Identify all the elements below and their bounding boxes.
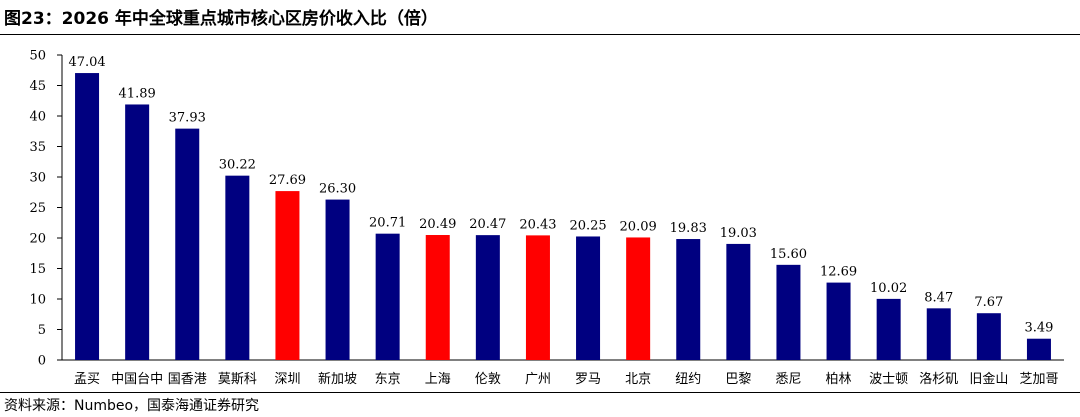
bar-5	[275, 191, 300, 360]
y-tick-label: 0	[38, 354, 46, 369]
bar-17	[876, 298, 901, 360]
source-note: 资料来源：Numbeo，国泰海通证券研究	[4, 398, 260, 414]
category-label: 国香港	[168, 372, 207, 387]
bar-11	[576, 236, 601, 360]
value-labels: 47.04 41.89 37.93 30.22 27.69 26.30 20.71 20.49…	[68, 55, 1053, 336]
value-label: 7.67	[974, 295, 1003, 310]
bar-15	[776, 264, 801, 360]
value-label: 15.60	[770, 247, 807, 262]
value-label: 41.89	[119, 86, 156, 101]
category-label: 孟买	[74, 372, 100, 387]
category-label: 北京	[625, 372, 651, 387]
bar-8	[425, 235, 450, 360]
value-label: 20.71	[369, 216, 406, 231]
value-label: 27.69	[269, 173, 306, 188]
category-label: 上海	[425, 372, 451, 387]
bar-2	[125, 104, 150, 360]
value-label: 20.43	[519, 217, 556, 232]
value-label: 20.09	[620, 219, 657, 234]
x-axis-labels: 孟买 中国台中 国香港 莫斯科 深圳 新加坡 东京 上海 伦敦 广州 罗马 北京 纽约 巴黎 悉尼 柏林 波士顿…	[74, 371, 1058, 387]
category-label: 莫斯科	[218, 372, 257, 387]
value-label: 19.83	[670, 221, 707, 236]
bar-1	[75, 73, 100, 360]
y-tick-label: 25	[29, 201, 46, 216]
footer-divider	[0, 392, 1080, 393]
bar-10	[525, 235, 550, 360]
title-divider	[0, 34, 1080, 35]
y-tick-label: 40	[29, 110, 46, 125]
value-label: 20.49	[419, 217, 456, 232]
y-tick-label: 45	[29, 79, 46, 94]
y-tick-label: 30	[29, 171, 46, 186]
value-label: 20.25	[569, 218, 606, 233]
bar-3	[175, 128, 200, 360]
y-tick-label: 20	[29, 232, 46, 247]
category-label: 东京	[375, 372, 401, 387]
y-tick-label: 15	[29, 262, 46, 277]
bar-9	[475, 235, 500, 360]
value-label: 37.93	[169, 111, 206, 126]
category-label: 罗马	[575, 372, 601, 387]
category-label: 深圳	[274, 372, 300, 387]
category-label: 广州	[525, 372, 551, 387]
category-label: 纽约	[675, 372, 701, 387]
bar-18	[926, 308, 951, 360]
bar-14	[726, 243, 751, 360]
bar-13	[676, 239, 701, 360]
bar-4	[225, 175, 250, 360]
y-tick-label: 35	[29, 140, 46, 155]
bar-12	[626, 237, 651, 360]
category-label: 伦敦	[475, 371, 501, 387]
bar-6	[325, 199, 350, 360]
y-tick-label: 5	[38, 323, 46, 338]
value-label: 20.47	[469, 217, 506, 232]
value-label: 19.03	[720, 226, 757, 241]
bar-19	[976, 313, 1001, 360]
value-label: 3.49	[1024, 321, 1053, 336]
bars	[75, 73, 1051, 360]
value-label: 47.04	[68, 55, 105, 70]
y-tick-label: 50	[29, 49, 46, 64]
category-label: 悉尼	[775, 372, 801, 387]
value-label: 30.22	[219, 158, 256, 173]
category-label: 新加坡	[318, 371, 357, 387]
value-label: 26.30	[319, 182, 356, 197]
category-label: 旧金山	[969, 371, 1008, 387]
category-label: 中国台中	[111, 372, 163, 387]
category-label: 巴黎	[725, 372, 751, 387]
category-label: 波士顿	[869, 372, 908, 387]
bar-16	[826, 282, 851, 360]
bar-20	[1026, 338, 1051, 360]
category-label: 柏林	[826, 372, 852, 387]
category-label: 洛杉矶	[919, 372, 958, 387]
figure-title: 图23：2026 年中全球重点城市核心区房价收入比（倍）	[4, 9, 438, 29]
value-label: 10.02	[870, 281, 907, 296]
bar-7	[375, 233, 400, 360]
value-label: 12.69	[820, 265, 857, 280]
category-label: 芝加哥	[1019, 371, 1058, 387]
y-tick-label: 10	[29, 293, 46, 308]
value-label: 8.47	[924, 290, 953, 305]
